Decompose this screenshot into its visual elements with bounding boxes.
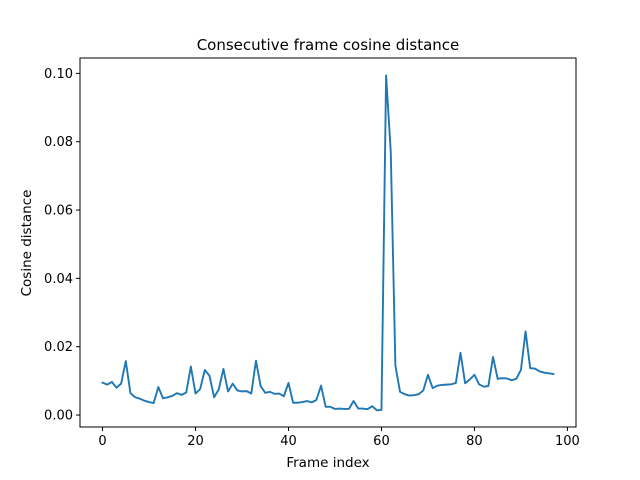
y-tick-label: 0.02: [44, 340, 73, 355]
x-axis-label: Frame index: [286, 455, 369, 471]
x-tick-label: 0: [98, 434, 106, 449]
x-axis: 0 20 40 60 80 100: [98, 427, 580, 449]
y-tick-label: 0.10: [44, 67, 73, 82]
plot-area: [101, 74, 555, 412]
chart-title: Consecutive frame cosine distance: [197, 36, 460, 54]
y-axis: 0.00 0.02 0.04 0.06 0.08 0.10: [44, 67, 80, 424]
cosine-distance-line: [101, 74, 555, 412]
axes-frame: [79, 57, 577, 428]
x-tick-label: 40: [280, 434, 297, 449]
y-tick-label: 0.04: [44, 272, 73, 287]
y-tick-label: 0.08: [44, 135, 73, 150]
x-tick-label: 20: [187, 434, 204, 449]
x-tick-label: 60: [373, 434, 390, 449]
y-tick-label: 0.06: [44, 204, 73, 219]
y-tick-label: 0.00: [44, 409, 73, 424]
y-axis-label: Cosine distance: [19, 190, 35, 297]
x-tick-label: 100: [555, 434, 580, 449]
x-tick-label: 80: [466, 434, 483, 449]
